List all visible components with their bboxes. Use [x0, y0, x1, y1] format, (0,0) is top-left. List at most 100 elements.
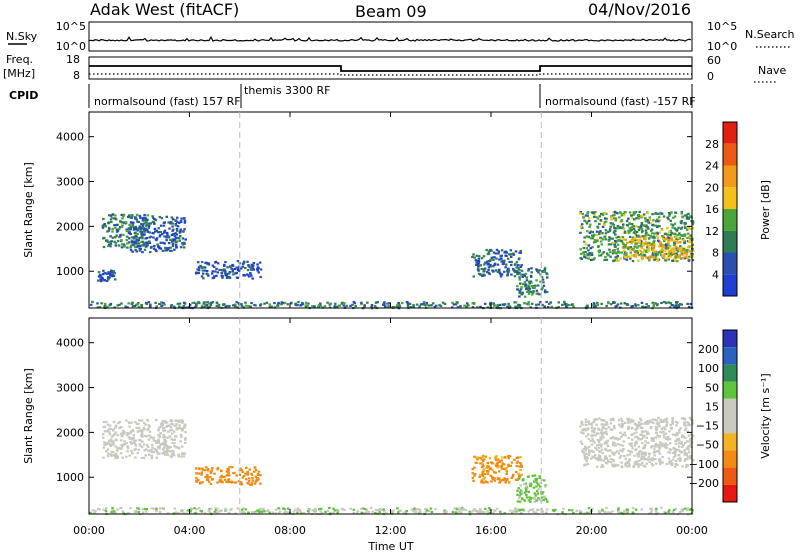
- power-cell: [487, 271, 491, 275]
- velocity-cell: [164, 453, 167, 456]
- power-cell: [204, 261, 207, 264]
- velocity-cell: [674, 463, 677, 466]
- power-cell: [525, 286, 528, 289]
- velocity-cell: [535, 477, 538, 480]
- velocity-cell: [575, 509, 579, 512]
- power-cell: [668, 213, 672, 216]
- power-cell: [234, 271, 237, 275]
- velocity-cell: [180, 510, 183, 513]
- velocity-cell: [240, 483, 244, 486]
- power-cell: [646, 211, 649, 215]
- power-cell: [116, 304, 119, 307]
- velocity-cell: [665, 425, 668, 428]
- power-cell: [546, 276, 549, 279]
- velocity-cell: [104, 510, 108, 513]
- power-cell: [584, 251, 587, 254]
- velocity-cell: [488, 511, 491, 515]
- power-cell: [108, 214, 111, 217]
- velocity-cell: [643, 465, 647, 468]
- velocity-cell: [657, 450, 661, 453]
- power-cell: [687, 246, 690, 249]
- power-cell: [181, 237, 185, 240]
- power-cell: [215, 274, 218, 277]
- power-cell: [515, 266, 518, 269]
- power-cell: [673, 242, 677, 245]
- power-cell: [667, 239, 670, 242]
- power-cell: [515, 261, 519, 264]
- power-cell: [159, 231, 162, 234]
- power-cell: [127, 214, 131, 217]
- velocity-cell: [486, 465, 489, 468]
- power-cell: [686, 302, 689, 305]
- velocity-cell: [177, 455, 180, 458]
- power-cell: [120, 225, 124, 228]
- power-cell: [609, 251, 612, 254]
- power-cell: [400, 301, 404, 305]
- power-cell: [648, 259, 651, 262]
- power-cell: [624, 244, 627, 247]
- power-cell: [420, 303, 424, 306]
- velocity-cell: [689, 454, 692, 458]
- velocity-cell: [607, 426, 611, 429]
- power-cell: [582, 246, 586, 250]
- velocity-cell: [157, 441, 161, 444]
- velocity-cell: [525, 488, 528, 491]
- velocity-cell: [658, 424, 661, 428]
- velocity-cell: [689, 433, 693, 436]
- power-cell: [451, 301, 454, 304]
- power-cell: [181, 242, 184, 245]
- power-cell: [604, 238, 608, 241]
- velocity-cell: [226, 479, 230, 482]
- velocity-cell: [118, 426, 122, 429]
- velocity-cell: [201, 468, 205, 471]
- power-cell: [651, 236, 654, 239]
- power-cell: [107, 244, 110, 248]
- power-cell: [479, 273, 482, 276]
- power-cell: [296, 304, 299, 307]
- power-cell: [603, 258, 606, 261]
- velocity-cell: [586, 427, 590, 430]
- power-cell: [684, 226, 687, 229]
- velocity-cell: [546, 500, 549, 503]
- velocity-cell: [152, 450, 156, 454]
- power-cell: [547, 302, 551, 305]
- velocity-cell: [665, 437, 668, 440]
- power-cell: [643, 242, 647, 245]
- power-cell: [623, 257, 626, 260]
- power-cell: [644, 240, 648, 243]
- velocity-cell: [505, 472, 508, 475]
- power-cell: [637, 217, 640, 220]
- velocity-cell: [687, 434, 691, 437]
- velocity-cell: [668, 438, 672, 441]
- velocity-cell: [527, 510, 530, 513]
- power-cell: [615, 304, 619, 307]
- power-cell: [212, 276, 216, 279]
- velocity-cell: [612, 441, 615, 444]
- velocity-cell: [594, 434, 597, 437]
- velocity-cell: [130, 421, 133, 424]
- power-cell: [471, 306, 475, 309]
- power-cell: [107, 278, 110, 281]
- velocity-cell: [605, 457, 609, 460]
- power-cell: [507, 302, 510, 306]
- power-cell: [632, 249, 636, 252]
- velocity-cell: [128, 425, 131, 428]
- power-cell: [517, 269, 521, 272]
- power-cell: [384, 305, 387, 308]
- time-x-axis: 00:00 04:00 08:00 12:00 16:00 20:00 00:00: [73, 112, 708, 537]
- power-cell: [144, 216, 147, 219]
- velocity-cell: [646, 422, 650, 425]
- velocity-cell: [496, 477, 500, 480]
- power-cell: [148, 231, 151, 234]
- power-cell: [171, 240, 174, 243]
- velocity-cell: [94, 509, 97, 512]
- velocity-cell: [654, 443, 658, 446]
- velocity-cell: [597, 441, 601, 444]
- velocity-cell: [673, 447, 676, 450]
- velocity-cell: [691, 434, 695, 437]
- power-cell: [103, 279, 106, 282]
- velocity-cell: [158, 452, 161, 455]
- power-cell: [642, 243, 645, 246]
- velocity-cell: [182, 452, 185, 455]
- power-cell: [530, 267, 533, 270]
